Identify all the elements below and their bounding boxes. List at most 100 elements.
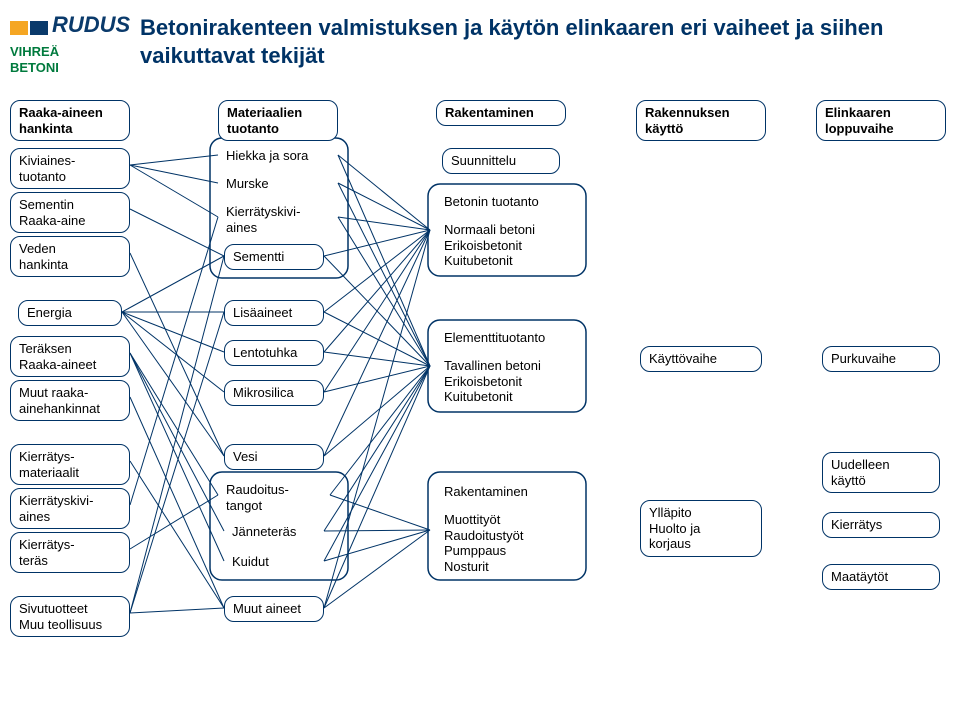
box-line: Huolto ja — [649, 521, 753, 537]
box-muut-aineet: Muut aineet — [224, 596, 324, 622]
box-line: loppuvaihe — [825, 121, 937, 137]
box-kierratys-teras: Kierrätys-teräs — [10, 532, 130, 573]
box-line: teräs — [19, 553, 121, 569]
box-line: Kierrätyskivi- — [19, 493, 121, 509]
connector-line — [324, 530, 430, 531]
box-elementtityypit: Tavallinen betoniErikoisbetonitKuitubeto… — [436, 354, 576, 409]
box-line: Maatäytöt — [831, 569, 931, 585]
connector-line — [324, 230, 430, 456]
page-title: Betonirakenteen valmistuksen ja käytön e… — [140, 14, 940, 69]
box-line: ainehankinnat — [19, 401, 121, 417]
box-line: käyttö — [831, 473, 931, 489]
box-sivutuotteet: SivutuotteetMuu teollisuus — [10, 596, 130, 637]
box-murske: Murske — [218, 172, 338, 196]
box-line: Kierrätys — [831, 517, 931, 533]
box-teraksen-raaka-aineet: TeräksenRaaka-aineet — [10, 336, 130, 377]
connector-line — [130, 353, 224, 531]
connector-line — [324, 366, 430, 561]
box-line: korjaus — [649, 536, 753, 552]
box-line: Jänneteräs — [232, 524, 316, 540]
connector-line — [324, 366, 430, 608]
box-line: Erikoisbetonit — [444, 374, 568, 390]
box-kierratyskivi-aines-l: Kierrätyskivi-aines — [10, 488, 130, 529]
box-line: Energia — [27, 305, 113, 321]
box-line: Pumppaus — [444, 543, 568, 559]
box-line: tuotanto — [227, 121, 329, 137]
box-line: Elementtituotanto — [444, 330, 568, 346]
box-line: Kiviaines- — [19, 153, 121, 169]
box-energia: Energia — [18, 300, 122, 326]
box-line: Kuitubetonit — [444, 389, 568, 405]
logo-sub: VIHREÄ BETONI — [10, 44, 130, 75]
connector-line — [338, 183, 430, 230]
box-kayttovaihe: Käyttövaihe — [640, 346, 762, 372]
box-betonityypit: Normaali betoniErikoisbetonitKuitubetoni… — [436, 218, 576, 273]
box-sementin-raaka-aine: SementinRaaka-aine — [10, 192, 130, 233]
box-line: Nosturit — [444, 559, 568, 575]
box-line: hankinta — [19, 121, 121, 137]
box-line: Uudelleen — [831, 457, 931, 473]
connector-line — [324, 256, 430, 366]
box-hiekka-sora: Hiekka ja sora — [218, 144, 338, 168]
box-materiaalien-tuotanto: Materiaalientuotanto — [218, 100, 338, 141]
connector-line — [130, 353, 224, 561]
connector-line — [324, 530, 430, 608]
box-line: Rakennuksen — [645, 105, 757, 121]
box-line: Rakentaminen — [445, 105, 557, 121]
box-elementtituotanto: Elementtituotanto — [436, 326, 576, 350]
box-line: Teräksen — [19, 341, 121, 357]
box-line: Muottityöt — [444, 512, 568, 528]
box-line: Raudoitus- — [226, 482, 322, 498]
connector-line — [330, 366, 430, 495]
connector-line — [130, 253, 224, 456]
box-kuidut: Kuidut — [224, 550, 324, 574]
box-rakentaminen-head: Rakentaminen — [436, 100, 566, 126]
connector-line — [130, 495, 218, 549]
box-line: Erikoisbetonit — [444, 238, 568, 254]
logo-text: RUDUS — [52, 12, 130, 37]
box-line: Veden — [19, 241, 121, 257]
connector-line — [330, 495, 430, 530]
box-line: tuotanto — [19, 169, 121, 185]
box-rakennuksen-kaytto: Rakennuksenkäyttö — [636, 100, 766, 141]
box-line: Mikrosilica — [233, 385, 315, 401]
box-line: aines — [19, 509, 121, 525]
box-line: Käyttövaihe — [649, 351, 753, 367]
box-line: Muut raaka- — [19, 385, 121, 401]
box-line: Muut aineet — [233, 601, 315, 617]
box-yllapito: YlläpitoHuolto jakorjaus — [640, 500, 762, 557]
box-line: tangot — [226, 498, 322, 514]
branding: RUDUS VIHREÄ BETONI — [10, 12, 130, 75]
box-vesi: Vesi — [224, 444, 324, 470]
box-line: Sivutuotteet — [19, 601, 121, 617]
box-raudoitus-tangot: Raudoitus-tangot — [218, 478, 330, 517]
box-sementti: Sementti — [224, 244, 324, 270]
box-line: Kierrätys- — [19, 449, 121, 465]
box-line: Rakentaminen — [444, 484, 568, 500]
box-kivaines-tuotanto: Kiviaines-tuotanto — [10, 148, 130, 189]
box-rakentaminen-sub: Rakentaminen — [436, 480, 576, 504]
box-line: hankinta — [19, 257, 121, 273]
box-purkuvaihe: Purkuvaihe — [822, 346, 940, 372]
box-raaka-aineen-hankinta: Raaka-aineenhankinta — [10, 100, 130, 141]
connector-line — [324, 230, 430, 312]
box-lisaaineet: Lisäaineet — [224, 300, 324, 326]
box-line: Ylläpito — [649, 505, 753, 521]
logo-icon — [10, 19, 48, 37]
box-elinkaaren-loppuvaihe: Elinkaarenloppuvaihe — [816, 100, 946, 141]
box-lentotuhka: Lentotuhka — [224, 340, 324, 366]
connector-line — [324, 230, 430, 256]
box-line: Kuitubetonit — [444, 253, 568, 269]
box-line: Suunnittelu — [451, 153, 551, 169]
connector-line — [130, 608, 224, 613]
box-line: Materiaalien — [227, 105, 329, 121]
logo: RUDUS — [10, 12, 130, 38]
box-line: Murske — [226, 176, 330, 192]
connector-line — [324, 352, 430, 366]
connector-line — [324, 366, 430, 531]
box-line: Elinkaaren — [825, 105, 937, 121]
box-line: Lisäaineet — [233, 305, 315, 321]
connector-line — [122, 312, 224, 392]
box-line: Purkuvaihe — [831, 351, 931, 367]
box-line: Raudoitustyöt — [444, 528, 568, 544]
